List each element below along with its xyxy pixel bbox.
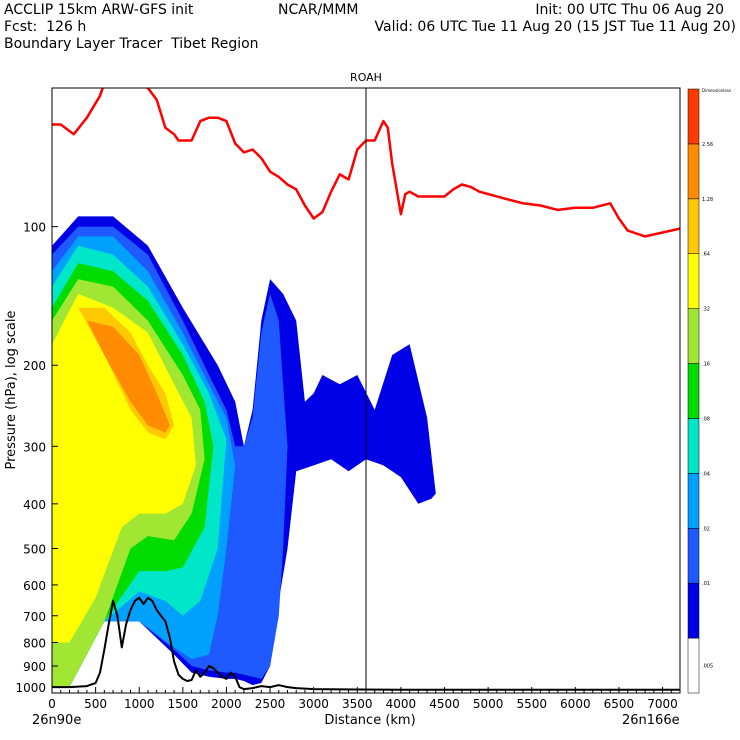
- header-line1-center: NCAR/MMM: [278, 2, 359, 18]
- x-tick-label: 6500: [604, 697, 635, 711]
- x-tick-label: 1000: [124, 697, 155, 711]
- y-tick-label: 600: [23, 579, 46, 593]
- x-tick-label: 0: [48, 697, 56, 711]
- x-tick-label: 5000: [473, 697, 504, 711]
- colorbar-swatch: [687, 143, 700, 200]
- x-tick-label: 500: [84, 697, 107, 711]
- colorbar-swatch: [687, 473, 700, 529]
- x-tick-label: 1500: [168, 697, 199, 711]
- y-tick-label: 500: [23, 542, 46, 556]
- colorbar-label: 1.28: [702, 197, 713, 203]
- terrain-line: [52, 596, 680, 691]
- colorbar-swatch: [687, 88, 700, 145]
- header-line2-right: Valid: 06 UTC Tue 11 Aug 20 (15 JST Tue …: [374, 19, 736, 35]
- colorbar-swatch: [687, 418, 700, 474]
- x-tick-label: 2000: [211, 697, 242, 711]
- colorbar-swatch: [687, 582, 700, 639]
- y-axis-label: Pressure (hPa), log scale: [4, 311, 19, 470]
- x-tick-label: 7000: [647, 697, 678, 711]
- colorbar-label: .04: [702, 471, 710, 477]
- colorbar-label: .005: [702, 664, 713, 670]
- colorbar-swatch: [687, 308, 700, 364]
- start-location-label: 26n90e: [32, 713, 81, 728]
- chart-title: ROAH: [350, 71, 382, 84]
- colorbar: .005 .01 .02 .04 .08 .16 .32 .64 1.28 2.56 Dimensi…: [687, 88, 731, 694]
- x-tick-label: 4000: [386, 697, 417, 711]
- header-line1-right: Init: 00 UTC Thu 06 Aug 20: [535, 2, 724, 18]
- x-axis-label: Distance (km): [324, 713, 415, 728]
- colorbar-swatch: [687, 198, 700, 254]
- colorbar-swatch: [687, 528, 700, 584]
- y-tick-label: 800: [23, 636, 46, 650]
- end-location-label: 26n166e: [622, 713, 680, 728]
- x-tick-label: 4500: [429, 697, 460, 711]
- y-tick-label: 100: [23, 221, 46, 235]
- x-tick-label: 2500: [255, 697, 286, 711]
- tracer-region-6: [52, 293, 196, 643]
- y-tick-label: 300: [23, 440, 46, 454]
- y-tick-label: 900: [23, 660, 46, 674]
- tropopause-line: [52, 88, 680, 238]
- y-tick-label: 200: [23, 359, 46, 373]
- colorbar-swatch: [687, 253, 700, 309]
- y-tick-label: 1000: [15, 681, 46, 695]
- header-line3-left: Boundary Layer Tracer Tibet Region: [4, 36, 259, 52]
- header-line1-left: ACCLIP 15km ARW-GFS init: [4, 2, 194, 18]
- x-tick-label: 3500: [342, 697, 373, 711]
- colorbar-label: 2.56: [702, 142, 713, 148]
- colorbar-label: .02: [702, 526, 710, 532]
- colorbar-swatch: [687, 363, 700, 419]
- x-tick-label: 6000: [560, 697, 591, 711]
- colorbar-label: .16: [702, 362, 710, 368]
- tracer-region-8: [86, 320, 170, 433]
- colorbar-swatch: [687, 637, 700, 694]
- colorbar-label: .64: [702, 252, 710, 258]
- x-tick-label: 3000: [298, 697, 329, 711]
- header-line2-left: Fcst: 126 h: [4, 19, 87, 35]
- colorbar-title: Dimensionless: [702, 88, 731, 93]
- y-tick-label: 700: [23, 610, 46, 624]
- y-tick-label: 400: [23, 498, 46, 512]
- colorbar-label: .32: [702, 307, 710, 313]
- colorbar-label: .01: [702, 581, 710, 587]
- x-tick-label: 5500: [516, 697, 547, 711]
- colorbar-label: .08: [702, 416, 710, 422]
